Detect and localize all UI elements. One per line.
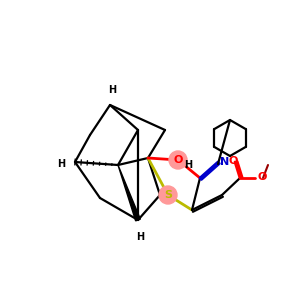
Text: N: N (220, 157, 229, 167)
Text: H: H (57, 159, 65, 169)
Text: O: O (173, 155, 183, 165)
Text: H: H (184, 160, 192, 170)
Text: O: O (257, 172, 266, 182)
Text: O: O (228, 156, 238, 166)
Text: H: H (108, 85, 116, 95)
Circle shape (169, 151, 187, 169)
Circle shape (159, 186, 177, 204)
Text: S: S (164, 190, 172, 200)
Polygon shape (118, 165, 140, 221)
Text: H: H (136, 232, 144, 242)
